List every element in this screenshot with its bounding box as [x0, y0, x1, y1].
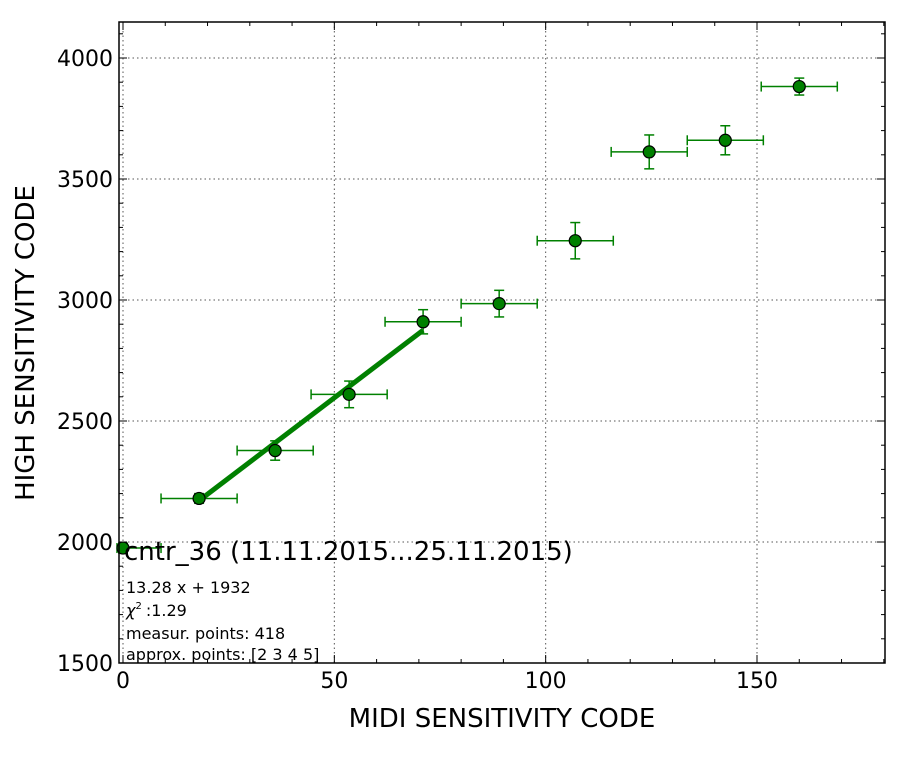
approx-points-label: approx. points: [2 3 4 5]: [126, 645, 319, 664]
data-point: [416, 315, 430, 329]
fit-line: [197, 328, 425, 503]
x-axis-label: MIDI SENSITIVITY CODE: [349, 704, 656, 734]
data-point-group: [610, 134, 689, 170]
chi2-label: χ2 :1.29: [125, 601, 187, 620]
x-gridlines: [122, 22, 758, 663]
data-point: [568, 234, 582, 248]
chi2-symbol: χ: [125, 601, 136, 620]
data-point: [192, 491, 206, 506]
data-point-group: [236, 440, 314, 461]
data-point-group: [460, 289, 538, 318]
chi2-exponent: 2: [135, 601, 141, 612]
measur-points-label: measur. points: 418: [126, 624, 285, 643]
chi2-value: :1.29: [146, 601, 187, 620]
chart-title: cntr_36 (11.11.2015...25.11.2015): [124, 537, 573, 567]
plot-frame: [118, 21, 886, 664]
y-tick-label: 3000: [57, 289, 113, 314]
x-tick-label: 150: [736, 669, 778, 694]
y-tick-label: 2500: [57, 410, 113, 435]
fit-layer: [197, 328, 425, 503]
data-point: [792, 79, 806, 94]
data-point-group: [536, 221, 615, 260]
y-tick-label: 1500: [57, 652, 113, 677]
data-point-group: [160, 491, 238, 506]
data-point-group: [686, 125, 765, 156]
x-tick-label: 50: [320, 669, 348, 694]
x-tick-label: 0: [116, 669, 130, 694]
y-axis-label: HIGH SENSITIVITY CODE: [11, 185, 41, 501]
x-ticks: 0 50 100 150: [116, 22, 885, 694]
y-tick-label: 2000: [57, 531, 113, 556]
data-point-group: [760, 77, 839, 96]
fit-equation: 13.28 x + 1932: [126, 578, 251, 597]
data-point-group: [310, 380, 388, 409]
data-point: [268, 443, 282, 458]
data-point: [492, 297, 506, 311]
data-point: [642, 145, 656, 159]
y-tick-label: 3500: [57, 168, 113, 193]
data-point-group: [384, 308, 462, 335]
data-point: [342, 387, 356, 401]
x-tick-label: 100: [525, 669, 567, 694]
data-points: [116, 77, 839, 555]
y-tick-label: 4000: [57, 47, 113, 72]
y-ticks: 1500 2000 2500 3000 3500 4000: [57, 33, 885, 677]
data-point: [718, 133, 732, 147]
